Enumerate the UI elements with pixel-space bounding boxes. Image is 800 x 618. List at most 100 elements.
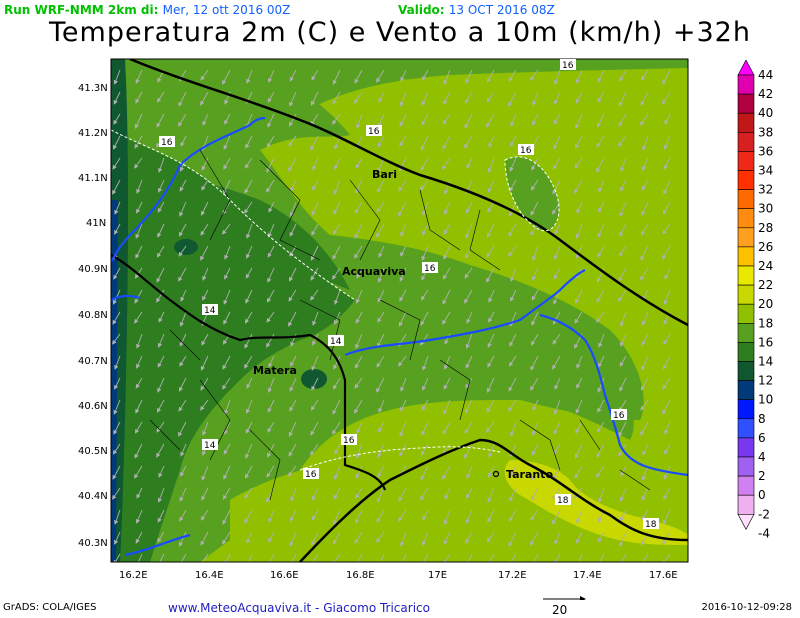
wind-vector — [354, 355, 363, 369]
wind-vector — [640, 69, 649, 81]
wind-vector — [289, 91, 297, 107]
wind-vector — [332, 377, 341, 390]
wind-vector — [222, 179, 231, 195]
wind-vector — [157, 333, 165, 348]
wind-vector — [662, 69, 671, 85]
wind-vector — [466, 157, 473, 169]
wind-vector — [422, 509, 429, 521]
wind-vector — [156, 443, 165, 458]
wind-vector — [246, 245, 253, 259]
wind-vector — [640, 553, 649, 562]
wind-vector — [553, 135, 561, 150]
wind-vector — [332, 421, 341, 435]
wind-vector — [618, 135, 627, 147]
wind-vector — [179, 509, 187, 522]
footer-site-link[interactable]: www.MeteoAcquaviva.it - Giacomo Tricaric… — [168, 601, 430, 615]
wind-vector — [576, 355, 583, 369]
wind-vector — [464, 289, 473, 304]
wind-vector — [223, 465, 231, 480]
wind-vector — [399, 113, 407, 127]
wind-vector — [114, 377, 121, 390]
wind-vector — [202, 289, 209, 301]
wind-vector — [399, 267, 407, 282]
wind-vector — [267, 91, 275, 103]
wind-vector — [310, 113, 319, 126]
wind-vector — [289, 223, 297, 237]
legend-value: 30 — [758, 202, 773, 216]
wind-vector — [465, 531, 473, 544]
wind-vector — [399, 421, 407, 437]
city-matera: Matera — [253, 364, 297, 377]
wind-vector — [531, 311, 539, 326]
wind-vector — [574, 465, 583, 479]
wind-vector — [377, 113, 385, 128]
wind-vector — [486, 399, 495, 413]
wind-vector — [464, 399, 473, 414]
wind-vector — [200, 355, 209, 371]
valid-info: Valido: 13 OCT 2016 08Z — [398, 3, 555, 17]
wind-vector — [663, 179, 671, 195]
wind-vector — [310, 399, 319, 411]
wind-vector — [376, 509, 385, 523]
wind-vector — [224, 399, 231, 415]
wind-vector — [355, 157, 363, 169]
wind-vector — [664, 267, 671, 280]
wind-vector — [356, 267, 363, 279]
wind-vector — [179, 333, 187, 347]
wind-vector — [464, 91, 473, 104]
lat-axis: 41.3N 41.2N 41.1N 41N 40.9N 40.8N 40.7N … — [78, 83, 108, 549]
legend-cap-bottom — [737, 514, 755, 530]
wind-vector — [334, 157, 341, 170]
wind-vector — [443, 223, 451, 235]
wind-vector — [114, 509, 121, 525]
legend-swatch — [737, 74, 755, 95]
wind-vector — [619, 487, 627, 502]
wind-vector — [267, 113, 275, 128]
lon-tick: 16.8E — [346, 570, 375, 581]
wind-vector — [178, 245, 187, 257]
wind-vector — [443, 355, 451, 370]
city-acquaviva: Acquaviva — [342, 265, 406, 278]
wind-vector — [114, 531, 121, 545]
wind-vector — [421, 531, 429, 546]
lat-tick: 40.3N — [78, 538, 108, 549]
wind-vector — [268, 531, 275, 543]
wind-vector — [157, 201, 165, 213]
wind-vector — [578, 553, 583, 562]
wind-vector — [531, 421, 539, 436]
wind-vector — [311, 531, 319, 546]
wind-vector — [640, 223, 649, 236]
valid-date: 13 OCT 2016 08Z — [448, 3, 555, 17]
wind-vector — [421, 553, 429, 562]
legend-value: 34 — [758, 164, 773, 178]
wind-vector — [420, 465, 429, 481]
legend-value: 42 — [758, 87, 773, 101]
wind-vector — [552, 487, 561, 500]
wind-vector — [179, 311, 187, 327]
lat-tick: 40.4N — [78, 491, 108, 502]
wind-vector — [465, 201, 473, 214]
wind-vector — [398, 157, 407, 172]
wind-vector — [532, 245, 539, 261]
legend-value: 20 — [758, 297, 773, 311]
wind-vector — [575, 245, 583, 259]
contour-label: 16 — [161, 138, 173, 148]
legend-value: 2 — [758, 469, 766, 483]
wind-vector — [400, 377, 407, 392]
wind-vector — [223, 311, 231, 325]
wind-vector — [244, 509, 253, 524]
wind-vector — [420, 289, 429, 301]
wind-vector — [224, 267, 231, 280]
wind-vector — [180, 289, 187, 302]
lat-tick: 41.1N — [78, 173, 108, 184]
wind-vector — [400, 223, 407, 237]
wind-vector — [288, 135, 297, 147]
wind-vector — [465, 69, 473, 84]
legend-value: -4 — [758, 526, 770, 540]
wind-vector — [200, 245, 209, 261]
wind-vector — [575, 69, 583, 84]
wind-vector — [245, 421, 253, 434]
wind-vector — [399, 91, 407, 107]
legend-value: 8 — [758, 412, 766, 426]
legend-swatch — [737, 151, 755, 171]
